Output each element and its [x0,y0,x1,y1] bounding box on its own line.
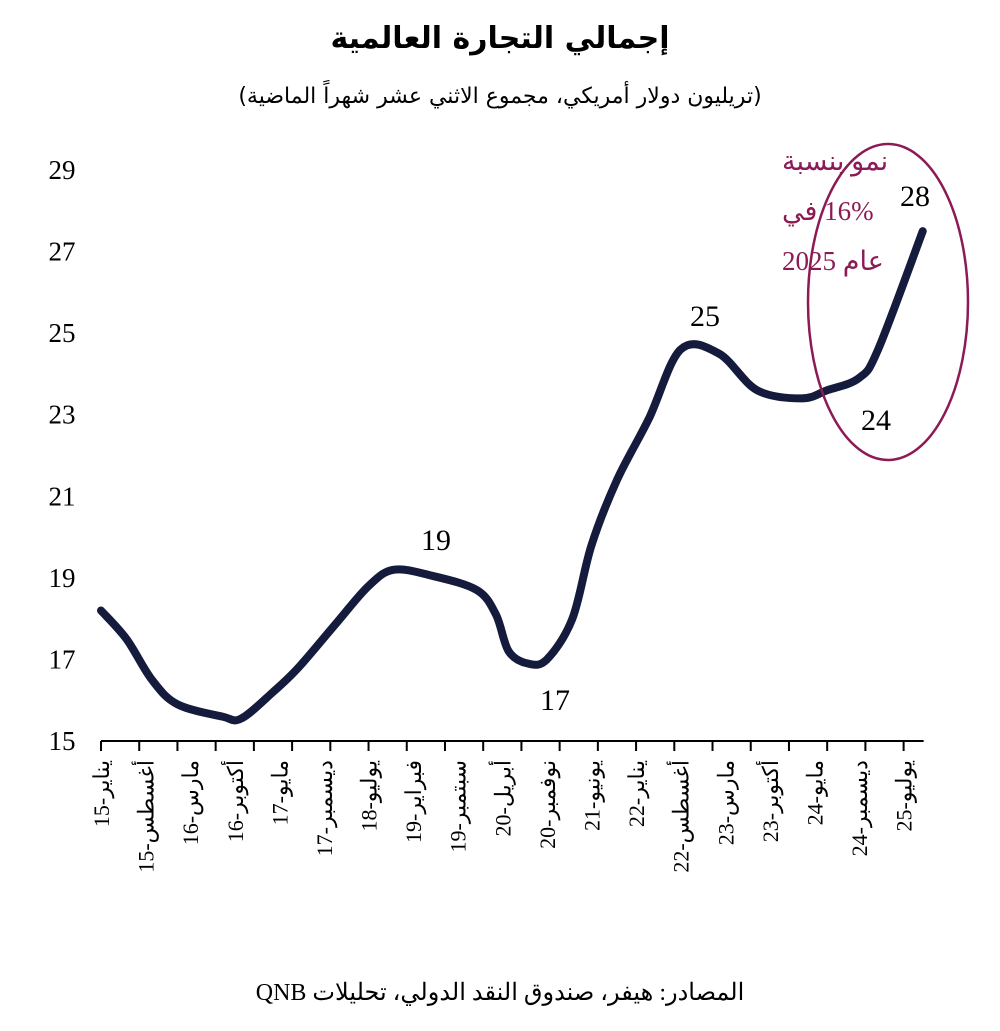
x-tick-label: يوليو-25 [892,760,918,832]
x-tick-label: أغسطس-22 [666,760,695,873]
x-axis: يناير-15 أغسطس-15 مارس-16 أكتوبر-16 مايو-17 د… [89,740,924,873]
x-tick-label: أكتوبر-16 [220,760,249,842]
x-tick-label: أكتوبر-23 [755,760,784,842]
data-label-latest: 28 [900,180,930,213]
y-axis: 15 17 19 21 23 25 27 29 [49,155,76,756]
x-tick-label: يوليو-18 [357,760,383,832]
x-tick-label: فبراير-19 [401,760,427,843]
x-tick-label: سبتمبر-19 [446,760,472,853]
highlight-ellipse [806,142,970,462]
annotation-line-1: نمو بنسبة [782,146,888,177]
x-tick-label: ديسمبر-17 [312,760,338,856]
x-tick-label: نوفمبر-20 [535,760,561,849]
chart-title: إجمالي التجارة العالمية [330,21,669,56]
chart-subtitle: (تريليون دولار أمريكي، مجموع الاثني عشر … [238,79,761,109]
x-tick-label: يونيو-21 [579,760,605,831]
y-tick-label: 21 [49,481,76,511]
x-tick-label: مارس-23 [713,760,739,845]
x-tick-label: ديسمبر-24 [847,760,873,856]
series-line-0 [97,227,927,725]
series-layer [97,227,927,725]
x-tick-label: مايو-17 [267,760,293,825]
x-tick-label: يناير-22 [624,760,650,827]
data-label-2020-trough: 17 [540,684,570,717]
data-label-2024: 24 [861,404,891,437]
y-tick-label: 25 [49,318,76,348]
y-tick-label: 27 [49,237,76,267]
x-tick-label: مايو-24 [802,760,828,825]
y-tick-label: 29 [49,155,76,185]
y-tick-label: 15 [49,726,76,756]
x-tick-label: مارس-16 [178,760,204,845]
y-tick-label: 19 [49,563,76,593]
data-label-2022-peak: 25 [690,300,720,333]
x-tick-label: أبريل-20 [487,760,516,836]
annotation-line-3: عام 2025 [782,246,884,277]
data-label-2018-peak: 19 [421,524,451,557]
x-tick-label: يناير-15 [89,760,115,827]
annotation-line-2: 16% في [782,196,874,227]
source-note: المصادر: هيفر، صندوق النقد الدولي، تحليل… [256,980,745,1006]
x-tick-label: أغسطس-15 [131,760,160,873]
y-tick-label: 17 [49,644,76,674]
y-tick-label: 23 [49,400,76,430]
